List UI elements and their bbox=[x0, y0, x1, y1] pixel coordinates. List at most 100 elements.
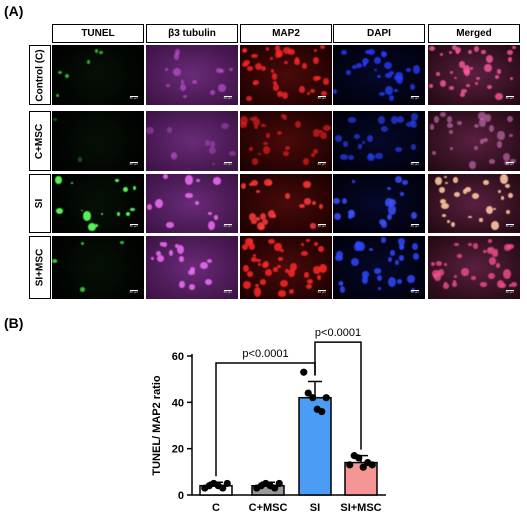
cell-dot bbox=[283, 46, 291, 55]
cell-dot bbox=[200, 261, 208, 270]
cell-dot bbox=[361, 141, 365, 144]
cell-dot bbox=[259, 279, 266, 285]
cell-dot bbox=[467, 49, 473, 55]
cell-dot bbox=[301, 250, 308, 256]
cell-dot bbox=[146, 127, 154, 135]
cell-dot bbox=[313, 56, 320, 65]
cell-dot bbox=[146, 203, 153, 210]
cell-dot bbox=[357, 144, 362, 149]
cell-dot bbox=[351, 258, 360, 267]
cell-dot bbox=[502, 152, 510, 162]
cell-dot bbox=[508, 244, 514, 250]
cell-dot bbox=[277, 257, 283, 261]
cell-dot bbox=[263, 145, 271, 155]
panel-b-label: (B) bbox=[4, 315, 24, 331]
cell-dot bbox=[499, 174, 508, 184]
cell-dot bbox=[396, 115, 405, 123]
cell-dot bbox=[280, 114, 285, 118]
cell-dot bbox=[386, 213, 392, 221]
cell-dot bbox=[374, 56, 381, 65]
cell-dot bbox=[369, 248, 374, 252]
cell-dot bbox=[447, 122, 453, 128]
cell-dot bbox=[221, 122, 229, 130]
row-header-control-c: Control (C) bbox=[29, 45, 51, 105]
column-header-3-tubulin: β3 tubulin bbox=[146, 24, 238, 43]
cell-dot bbox=[435, 261, 442, 267]
data-point bbox=[322, 394, 330, 402]
cell-dot bbox=[339, 153, 348, 160]
cell-dot bbox=[309, 88, 316, 94]
micrograph-c-msc-map2: 50 µm bbox=[240, 111, 332, 171]
cell-dot bbox=[398, 254, 404, 261]
cell-dot bbox=[384, 198, 393, 208]
cell-dot bbox=[82, 210, 91, 221]
cell-dot bbox=[261, 65, 267, 72]
cell-dot bbox=[485, 206, 493, 214]
scale-bar: 50 µm bbox=[505, 96, 515, 100]
cell-dot bbox=[454, 274, 458, 278]
cell-dot bbox=[356, 62, 363, 68]
cell-dot bbox=[132, 185, 137, 190]
cell-dot bbox=[488, 158, 496, 165]
cell-dot bbox=[449, 85, 455, 91]
cell-dot bbox=[494, 74, 499, 79]
cell-dot bbox=[448, 51, 452, 55]
scale-bar: 50 µm bbox=[505, 224, 515, 228]
cell-dot bbox=[284, 146, 291, 151]
cell-dot bbox=[284, 61, 289, 65]
cell-dot bbox=[170, 153, 177, 160]
panel-a-label: (A) bbox=[4, 3, 24, 19]
cell-dot bbox=[81, 242, 85, 246]
cell-dot bbox=[320, 45, 325, 50]
cell-dot bbox=[259, 213, 267, 221]
data-point bbox=[275, 479, 283, 488]
micrograph-control-c-dapi: 50 µm bbox=[333, 45, 425, 105]
cell-dot bbox=[304, 198, 311, 205]
cell-dot bbox=[471, 275, 476, 280]
cell-dot bbox=[129, 207, 135, 212]
cell-dot bbox=[77, 156, 83, 163]
cell-dot bbox=[367, 135, 373, 143]
cell-dot bbox=[362, 63, 366, 68]
cell-dot bbox=[387, 205, 396, 215]
cell-dot bbox=[333, 88, 338, 94]
cell-dot bbox=[401, 179, 409, 186]
cell-dot bbox=[277, 130, 283, 135]
cell-dot bbox=[381, 221, 388, 228]
bar-si bbox=[298, 396, 332, 496]
cell-dot bbox=[347, 210, 355, 216]
significance-label: p<0.0001 bbox=[315, 327, 361, 339]
cell-dot bbox=[306, 238, 310, 243]
cell-dot bbox=[469, 66, 474, 70]
cell-dot bbox=[228, 150, 236, 157]
data-point bbox=[219, 484, 227, 492]
significance-label: p<0.0001 bbox=[242, 348, 288, 360]
cell-dot bbox=[488, 257, 496, 265]
micrograph-c-msc-tunel: 50 µm bbox=[52, 111, 144, 171]
cell-dot bbox=[444, 281, 448, 284]
scale-bar: 50 µm bbox=[129, 96, 139, 100]
cell-dot bbox=[265, 268, 273, 276]
cell-dot bbox=[434, 272, 441, 282]
cell-dot bbox=[170, 152, 178, 159]
cell-dot bbox=[179, 84, 186, 92]
cell-dot bbox=[444, 175, 448, 179]
cell-dot bbox=[270, 69, 275, 74]
cell-dot bbox=[300, 242, 304, 247]
cell-dot bbox=[263, 260, 270, 267]
cell-dot bbox=[265, 46, 270, 51]
cell-dot bbox=[384, 62, 392, 70]
cell-dot bbox=[54, 175, 62, 185]
cell-dot bbox=[442, 213, 447, 217]
cell-dot bbox=[475, 81, 479, 86]
cell-dot bbox=[116, 212, 120, 216]
cell-dot bbox=[164, 68, 169, 72]
data-point bbox=[223, 479, 231, 488]
cell-dot bbox=[397, 279, 402, 285]
cell-dot bbox=[183, 94, 187, 98]
cell-dot bbox=[194, 201, 199, 206]
micrograph-control-c-tunel: 50 µm bbox=[52, 45, 144, 105]
column-header-tunel: TUNEL bbox=[52, 24, 144, 43]
cell-dot bbox=[373, 268, 381, 274]
cell-dot bbox=[431, 150, 437, 156]
